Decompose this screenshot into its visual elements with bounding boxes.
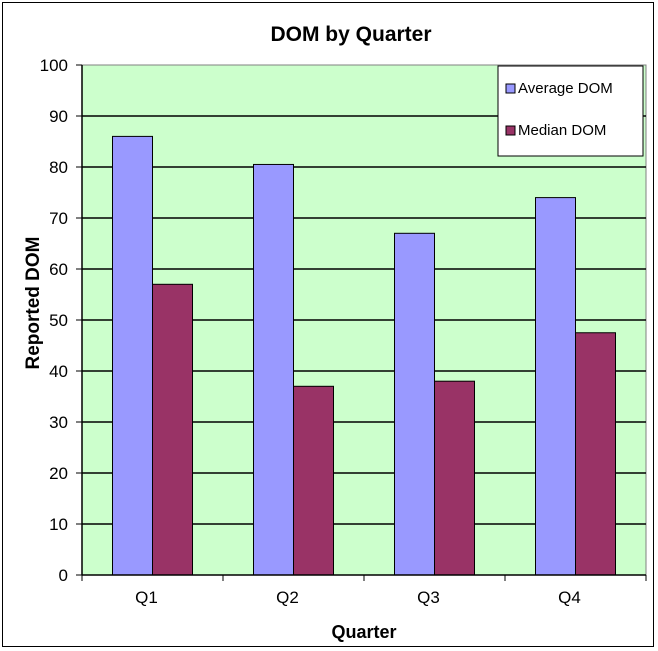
y-tick-label-100: 100	[40, 56, 68, 75]
x-tick-label-q3: Q3	[417, 588, 440, 607]
bar-q1-average-dom	[112, 135, 153, 576]
y-tick-label-40: 40	[49, 362, 68, 381]
bar-q1-median-dom	[152, 283, 193, 576]
bar-q4-average-dom	[535, 197, 576, 576]
y-tick-label-20: 20	[49, 464, 68, 483]
chart-title: DOM by Quarter	[270, 23, 431, 46]
bars	[112, 135, 616, 576]
legend-swatch-average-dom	[505, 83, 516, 94]
y-tick-labels: 0 10 20 30 40 50 60 70 80 90 100	[40, 56, 68, 585]
x-axis-label: Quarter	[331, 622, 396, 642]
x-tick-labels: Q1 Q2 Q3 Q4	[135, 588, 581, 607]
y-tick-label-70: 70	[49, 209, 68, 228]
y-tick-label-60: 60	[49, 260, 68, 279]
y-tick-label-90: 90	[49, 107, 68, 126]
y-axis-label: Reported DOM	[23, 237, 44, 370]
legend: Average DOM Median DOM	[497, 65, 644, 157]
x-tick-label-q1: Q1	[135, 588, 158, 607]
legend-box	[497, 65, 644, 157]
y-tick-label-30: 30	[49, 413, 68, 432]
x-tick-label-q4: Q4	[558, 588, 581, 607]
y-tick-label-10: 10	[49, 515, 68, 534]
y-tick-label-80: 80	[49, 158, 68, 177]
y-tick-label-0: 0	[59, 566, 68, 585]
bar-q2-average-dom	[253, 163, 294, 576]
legend-label-average-dom: Average DOM	[518, 80, 613, 97]
bar-q2-median-dom	[293, 385, 334, 576]
bar-q4-median-dom	[575, 332, 616, 576]
legend-swatch-median-dom	[505, 125, 516, 136]
y-tick-label-50: 50	[49, 311, 68, 330]
bar-q3-average-dom	[394, 232, 435, 576]
axes	[76, 64, 647, 581]
bar-q3-median-dom	[434, 380, 475, 576]
x-tick-label-q2: Q2	[276, 588, 299, 607]
legend-label-median-dom: Median DOM	[518, 122, 606, 139]
